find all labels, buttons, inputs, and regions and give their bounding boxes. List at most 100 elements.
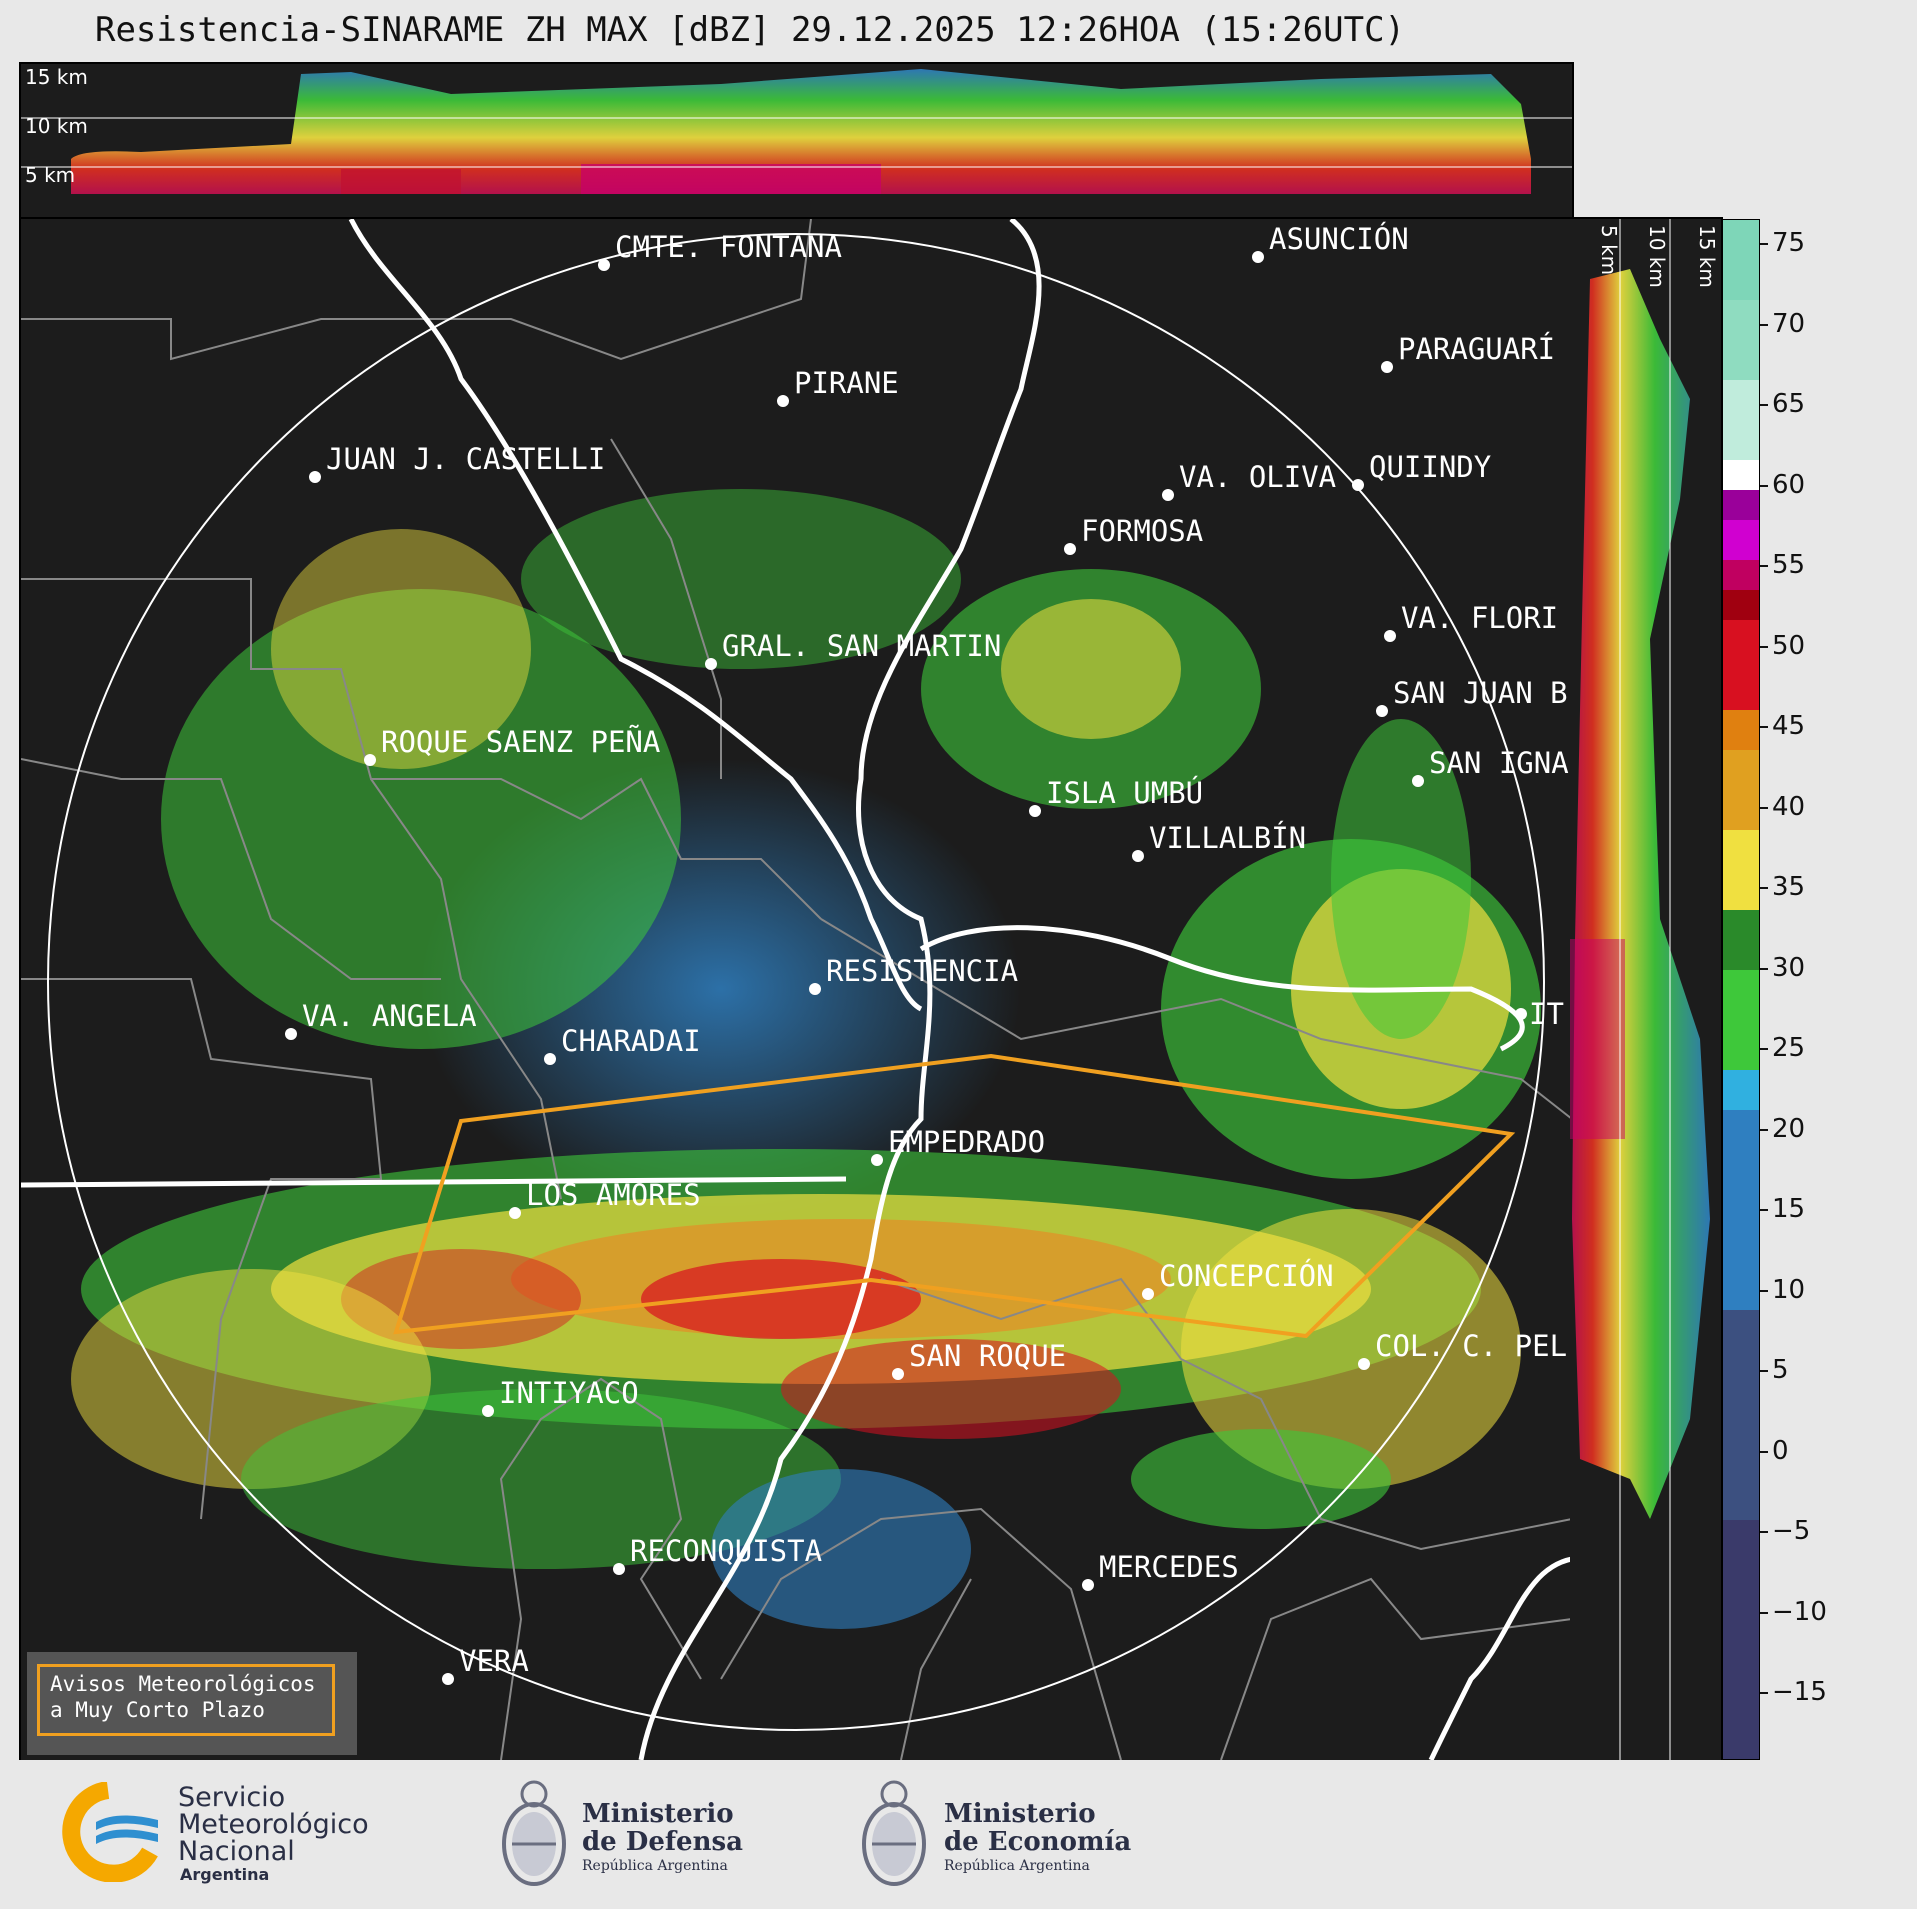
- rivers: [21, 219, 1572, 1760]
- color-scale-tick-label: 60: [1772, 469, 1806, 500]
- city-san-roque[interactable]: SAN ROQUE: [892, 1339, 1066, 1380]
- color-scale-tick-label: 5: [1772, 1355, 1789, 1385]
- color-scale-tick-label: 30: [1772, 952, 1806, 983]
- city-va-oliva[interactable]: VA. OLIVA: [1162, 460, 1336, 501]
- svg-text:MERCEDES: MERCEDES: [1099, 1550, 1239, 1584]
- city-it[interactable]: IT: [1515, 997, 1564, 1031]
- economia-line-1: Ministerio: [944, 1799, 1096, 1829]
- city-san-juan-b[interactable]: SAN JUAN B: [1376, 676, 1568, 717]
- city-col-c-pel[interactable]: COL. C. PEL: [1358, 1329, 1567, 1370]
- footer-logos: Servicio Meteorológico Nacional Argentin…: [0, 1760, 1917, 1909]
- color-scale-tick-mark: [1760, 1370, 1768, 1372]
- city-pirane[interactable]: PIRANE: [777, 366, 899, 407]
- altitude-label-10km: 10 km: [25, 114, 88, 138]
- color-scale-tick-mark: [1760, 1128, 1768, 1131]
- radar-map[interactable]: CMTE. FONTANA ASUNCIÓN PARAGUARÍ PIRANE …: [19, 217, 1574, 1762]
- svg-text:PIRANE: PIRANE: [794, 366, 899, 400]
- color-scale-tick-label: −5: [1772, 1516, 1811, 1546]
- color-scale-tick-mark: [1760, 887, 1768, 889]
- smn-logo: [58, 1781, 168, 1883]
- color-scale-ticks: 75 70 65 60 55 50 45 40 35 30 25 20 15 10 5 0 −5 −10 −15: [1760, 219, 1910, 1758]
- color-scale-tick-mark: [1760, 806, 1768, 809]
- svg-text:ASUNCIÓN: ASUNCIÓN: [1269, 222, 1409, 256]
- warnings-notice: Avisos Meteorológicos a Muy Corto Plazo: [27, 1652, 357, 1755]
- svg-text:VA. FLORI: VA. FLORI: [1401, 601, 1558, 635]
- color-scale-tick-mark: [1760, 1048, 1768, 1050]
- city-concepcion[interactable]: CONCEPCIÓN: [1142, 1259, 1334, 1300]
- altitude-label-right-5km: 5 km: [1597, 225, 1621, 275]
- economia-line-2: de Economía: [944, 1827, 1132, 1857]
- svg-text:IT: IT: [1529, 997, 1564, 1031]
- svg-text:FORMOSA: FORMOSA: [1081, 514, 1203, 548]
- svg-text:VERA: VERA: [459, 1644, 529, 1678]
- city-cmte-fontana[interactable]: CMTE. FONTANA: [598, 230, 842, 271]
- defensa-seal-icon: [494, 1778, 574, 1898]
- city-resistencia[interactable]: RESISTENCIA: [809, 954, 1018, 995]
- svg-text:GRAL. SAN MARTIN: GRAL. SAN MARTIN: [722, 629, 1001, 663]
- altitude-label-right-10km: 10 km: [1645, 225, 1669, 288]
- city-quiindy[interactable]: QUIINDY: [1352, 450, 1491, 491]
- svg-text:CMTE. FONTANA: CMTE. FONTANA: [615, 230, 842, 264]
- warning-polygon[interactable]: [393, 1053, 1516, 1339]
- radar-range-ring: [47, 233, 1545, 1731]
- city-charadai[interactable]: CHARADAI: [544, 1024, 701, 1065]
- svg-text:CHARADAI: CHARADAI: [561, 1024, 701, 1058]
- top-cross-section: 15 km 10 km 5 km: [19, 62, 1574, 220]
- city-markers: CMTE. FONTANA ASUNCIÓN PARAGUARÍ PIRANE …: [285, 222, 1569, 1685]
- svg-text:QUIINDY: QUIINDY: [1369, 450, 1491, 484]
- city-isla-umbu[interactable]: ISLA UMBÚ: [1029, 776, 1203, 817]
- color-scale-tick-label: −15: [1772, 1677, 1827, 1707]
- city-empedrado[interactable]: EMPEDRADO: [871, 1125, 1045, 1166]
- city-gral-san-martin[interactable]: GRAL. SAN MARTIN: [705, 629, 1001, 670]
- svg-text:EMPEDRADO: EMPEDRADO: [888, 1125, 1045, 1159]
- city-paraguari[interactable]: PARAGUARÍ: [1381, 332, 1555, 373]
- city-villalbin[interactable]: VILLALBÍN: [1132, 821, 1306, 862]
- notice-line-1: Avisos Meteorológicos: [50, 1672, 316, 1696]
- svg-text:CONCEPCIÓN: CONCEPCIÓN: [1159, 1259, 1334, 1293]
- svg-text:ISLA UMBÚ: ISLA UMBÚ: [1046, 776, 1203, 810]
- altitude-label-5km: 5 km: [25, 163, 75, 187]
- color-scale-tick-label: 55: [1772, 550, 1806, 580]
- city-mercedes[interactable]: MERCEDES: [1082, 1550, 1239, 1591]
- svg-text:RESISTENCIA: RESISTENCIA: [826, 954, 1018, 988]
- color-scale-tick-label: −10: [1772, 1596, 1827, 1627]
- city-intiyaco[interactable]: INTIYACO: [482, 1376, 639, 1417]
- city-vera[interactable]: VERA: [442, 1644, 529, 1685]
- city-asuncion[interactable]: ASUNCIÓN: [1252, 222, 1409, 263]
- svg-text:COL. C. PEL: COL. C. PEL: [1375, 1329, 1567, 1363]
- color-scale-tick-label: 70: [1772, 308, 1806, 339]
- color-scale-tick-label: 65: [1772, 389, 1806, 419]
- city-va-flori[interactable]: VA. FLORI: [1384, 601, 1558, 642]
- city-roque-saenz-pena[interactable]: ROQUE SAENZ PEÑA: [364, 725, 660, 766]
- economia-seal-icon: [854, 1778, 934, 1898]
- defensa-line-3: República Argentina: [582, 1858, 728, 1874]
- smn-line-3: Nacional: [178, 1836, 295, 1867]
- defensa-line-2: de Defensa: [582, 1827, 743, 1857]
- color-scale-tick-mark: [1760, 1209, 1768, 1211]
- color-scale-tick-mark: [1760, 1611, 1768, 1614]
- right-cross-section: 5 km 10 km 15 km: [1570, 217, 1723, 1762]
- city-reconquista[interactable]: RECONQUISTA: [613, 1534, 822, 1575]
- city-va-angela[interactable]: VA. ANGELA: [285, 999, 477, 1040]
- city-san-igna[interactable]: SAN IGNA: [1412, 746, 1569, 787]
- economia-line-3: República Argentina: [944, 1858, 1090, 1874]
- svg-text:SAN ROQUE: SAN ROQUE: [909, 1339, 1066, 1373]
- defensa-line-1: Ministerio: [582, 1799, 734, 1829]
- economia-name: Ministerio de Economía República Argenti…: [944, 1800, 1131, 1876]
- color-scale-tick-mark: [1760, 1450, 1768, 1453]
- svg-text:VA. OLIVA: VA. OLIVA: [1179, 460, 1336, 494]
- color-scale-tick-mark: [1760, 967, 1768, 970]
- svg-text:INTIYACO: INTIYACO: [499, 1376, 639, 1410]
- city-los-amores[interactable]: LOS AMORES: [509, 1178, 701, 1219]
- admin-borders: [21, 219, 1572, 1760]
- color-scale-tick-mark: [1760, 404, 1768, 406]
- svg-text:RECONQUISTA: RECONQUISTA: [630, 1534, 822, 1568]
- smn-line-2: Meteorológico: [178, 1809, 369, 1840]
- color-scale-tick-label: 0: [1772, 1435, 1789, 1466]
- altitude-label-right-15km: 15 km: [1695, 225, 1719, 288]
- altitude-label-15km: 15 km: [25, 65, 88, 89]
- city-juan-j-castelli[interactable]: JUAN J. CASTELLI: [309, 442, 605, 483]
- color-scale-tick-mark: [1760, 645, 1768, 648]
- color-scale-tick-mark: [1760, 1531, 1768, 1533]
- city-formosa[interactable]: FORMOSA: [1064, 514, 1203, 555]
